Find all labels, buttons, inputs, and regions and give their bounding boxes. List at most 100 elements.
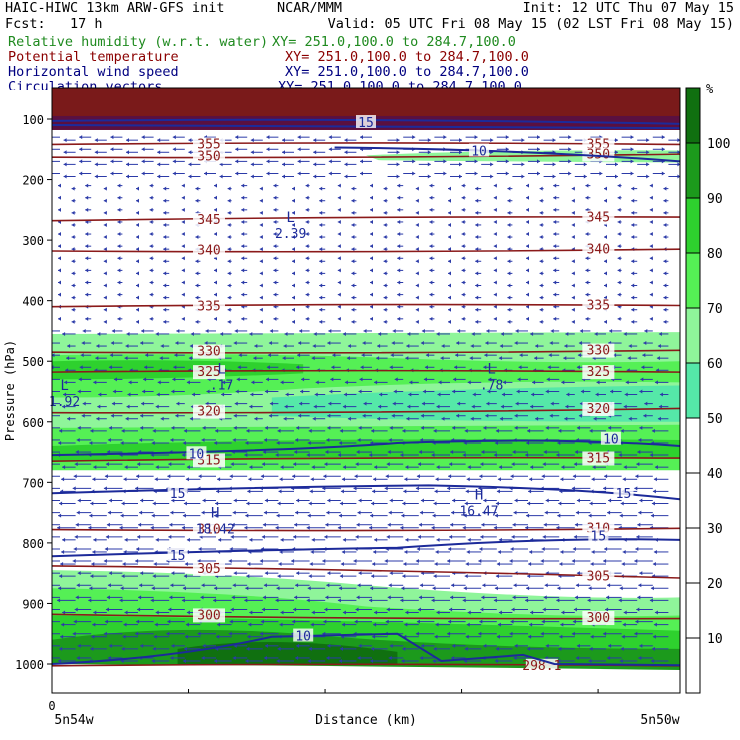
circulation-vector-head	[585, 280, 589, 285]
circulation-vector-head	[89, 513, 93, 518]
circulation-vector-head	[63, 162, 67, 167]
circulation-vector-head	[337, 292, 341, 297]
circulation-vector-head	[663, 210, 667, 215]
theta-label-330: 330	[587, 344, 610, 359]
circulation-vector-head	[617, 268, 621, 273]
circulation-vector-head	[649, 232, 653, 237]
circulation-vector-head	[448, 271, 451, 276]
circulation-vector-head	[526, 207, 529, 212]
circulation-vector-head	[342, 331, 346, 336]
circulation-vector-head	[169, 595, 173, 600]
circulation-vector-head	[151, 513, 155, 518]
circulation-vector-head	[182, 586, 186, 591]
circulation-vector-head	[649, 292, 653, 297]
circulation-vector-head	[120, 440, 124, 445]
speed-label-bg	[167, 548, 188, 561]
circulation-vector-head	[548, 353, 552, 358]
circulation-vector-head	[138, 595, 142, 600]
theta-label-bg	[193, 243, 225, 258]
circulation-vector-head	[357, 437, 361, 442]
circulation-vector-head	[420, 498, 424, 503]
colorbar-segment	[686, 418, 700, 473]
circulation-vector-head	[604, 295, 607, 300]
circulation-vector-head	[639, 389, 643, 394]
circulation-vector-head	[136, 307, 139, 312]
circulation-vector-head	[117, 268, 121, 273]
circulation-vector-head	[427, 138, 431, 143]
circulation-vector-head	[560, 477, 564, 482]
circulation-vector-head	[596, 380, 600, 385]
circulation-vector-head	[328, 328, 332, 333]
circulation-vector-head	[511, 534, 515, 539]
circulation-vector-head	[259, 295, 263, 300]
circulation-vector-head	[305, 232, 309, 237]
circulation-vector-head	[585, 195, 589, 200]
circulation-vector-head	[649, 219, 653, 224]
circulation-vector-head	[360, 159, 363, 164]
circulation-vector-head	[59, 428, 63, 433]
circulation-vector-head	[249, 610, 253, 615]
circulation-vector-head	[327, 425, 331, 430]
circulation-vector-head	[553, 195, 557, 200]
circulation-vector-head	[351, 283, 355, 288]
circulation-vector-head	[298, 341, 302, 346]
speed-label-bg	[600, 431, 621, 445]
circulation-vector-head	[478, 559, 482, 564]
circulation-vector-head	[117, 183, 121, 188]
circulation-vector-head	[526, 232, 529, 237]
circulation-vector-head	[514, 413, 518, 418]
circulation-vector-head	[440, 356, 444, 361]
circulation-vector-head	[58, 256, 61, 261]
circulation-vector-head	[543, 450, 547, 455]
circulation-vector-head	[358, 498, 362, 503]
circulation-vector-head	[630, 171, 634, 176]
speed-label-bg	[167, 486, 188, 500]
circulation-vector-head	[552, 138, 556, 143]
circulation-vector-head	[617, 292, 621, 297]
circulation-vector-head	[474, 171, 478, 176]
circulation-vector-head	[326, 655, 330, 660]
circulation-vector-head	[136, 271, 139, 276]
circulation-vector-head	[500, 331, 504, 336]
circulation-vector-head	[589, 646, 593, 651]
circulation-vector-head	[433, 646, 437, 651]
circulation-vector-head	[467, 380, 471, 385]
circulation-vector-head	[658, 331, 662, 336]
circulation-vector-head	[604, 235, 607, 240]
circulation-vector-head	[370, 207, 373, 212]
theta-label-bg	[193, 299, 225, 314]
circulation-vector-head	[214, 183, 217, 188]
circulation-vector-head	[311, 610, 315, 615]
circulation-vector-head	[104, 546, 108, 551]
circulation-vector-head	[214, 586, 218, 591]
circulation-vector-head	[103, 198, 107, 203]
circulation-vector-head	[532, 380, 536, 385]
circulation-vector-head	[103, 222, 107, 227]
circulation-vector-head	[527, 501, 531, 506]
circulation-vector-head	[526, 292, 529, 297]
circulation-vector-head	[231, 595, 235, 600]
circulation-vector-head	[188, 174, 192, 179]
circulation-vector-head	[415, 559, 419, 564]
speed-label-bg	[588, 528, 609, 542]
circulation-vector-head	[378, 404, 382, 409]
circulation-vector-head	[327, 571, 331, 576]
circulation-vector-head	[311, 356, 315, 361]
circulation-vector-head	[351, 247, 355, 252]
circulation-vector-head	[235, 135, 239, 140]
circulation-vector-head	[245, 513, 249, 518]
circulation-vector-head	[227, 271, 231, 276]
center-label: NCAR/MMM	[277, 0, 343, 16]
circulation-vector-head	[461, 280, 465, 285]
circulation-vector-head	[71, 259, 75, 264]
circulation-vector-head	[58, 658, 62, 663]
circulation-vector-head	[292, 210, 295, 215]
circulation-vector-head	[622, 622, 626, 627]
circulation-vector-head	[221, 392, 225, 397]
circulation-vector-head	[77, 571, 81, 576]
circulation-vector-head	[313, 150, 317, 155]
circulation-vector-head	[238, 353, 242, 358]
x-axis-title: Distance (km)	[315, 713, 417, 728]
circulation-vector-head	[383, 198, 387, 203]
circulation-vector-head	[617, 183, 621, 188]
